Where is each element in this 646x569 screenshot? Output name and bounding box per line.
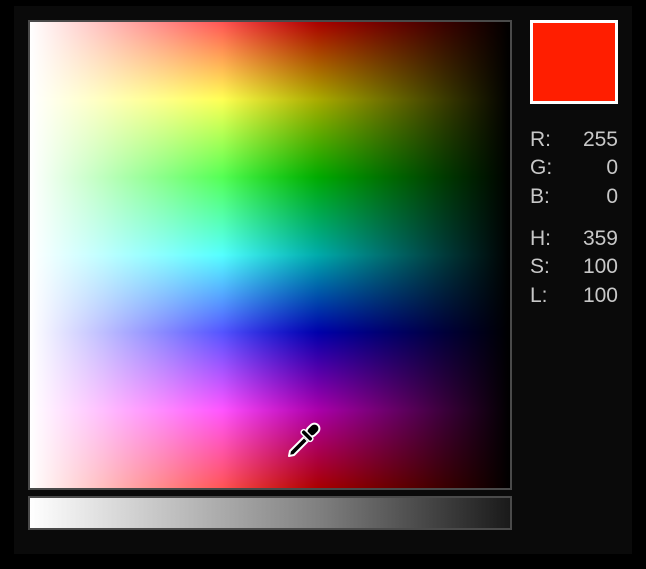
g-label: G: <box>530 154 552 182</box>
readout-l: L: 100 <box>530 282 618 310</box>
s-label: S: <box>530 253 550 281</box>
color-swatch <box>530 20 618 104</box>
s-value: 100 <box>583 253 618 281</box>
b-label: B: <box>530 183 550 211</box>
left-column <box>14 6 520 554</box>
l-value: 100 <box>583 282 618 310</box>
color-readouts: R: 255 G: 0 B: 0 H: 359 S: <box>530 126 616 310</box>
g-value: 0 <box>606 154 618 182</box>
rgb-group: R: 255 G: 0 B: 0 <box>530 126 616 211</box>
h-value: 359 <box>583 225 618 253</box>
brightness-strip[interactable] <box>28 496 512 530</box>
readout-h: H: 359 <box>530 225 618 253</box>
hsl-group: H: 359 S: 100 L: 100 <box>530 225 616 310</box>
right-column: R: 255 G: 0 B: 0 H: 359 S: <box>520 6 630 554</box>
l-label: L: <box>530 282 548 310</box>
r-label: R: <box>530 126 551 154</box>
color-picker-panel: R: 255 G: 0 B: 0 H: 359 S: <box>14 6 632 554</box>
readout-b: B: 0 <box>530 183 618 211</box>
readout-s: S: 100 <box>530 253 618 281</box>
readout-r: R: 255 <box>530 126 618 154</box>
color-field[interactable] <box>28 20 512 490</box>
h-label: H: <box>530 225 551 253</box>
black-gradient-layer <box>30 22 510 488</box>
r-value: 255 <box>583 126 618 154</box>
readout-g: G: 0 <box>530 154 618 182</box>
b-value: 0 <box>606 183 618 211</box>
